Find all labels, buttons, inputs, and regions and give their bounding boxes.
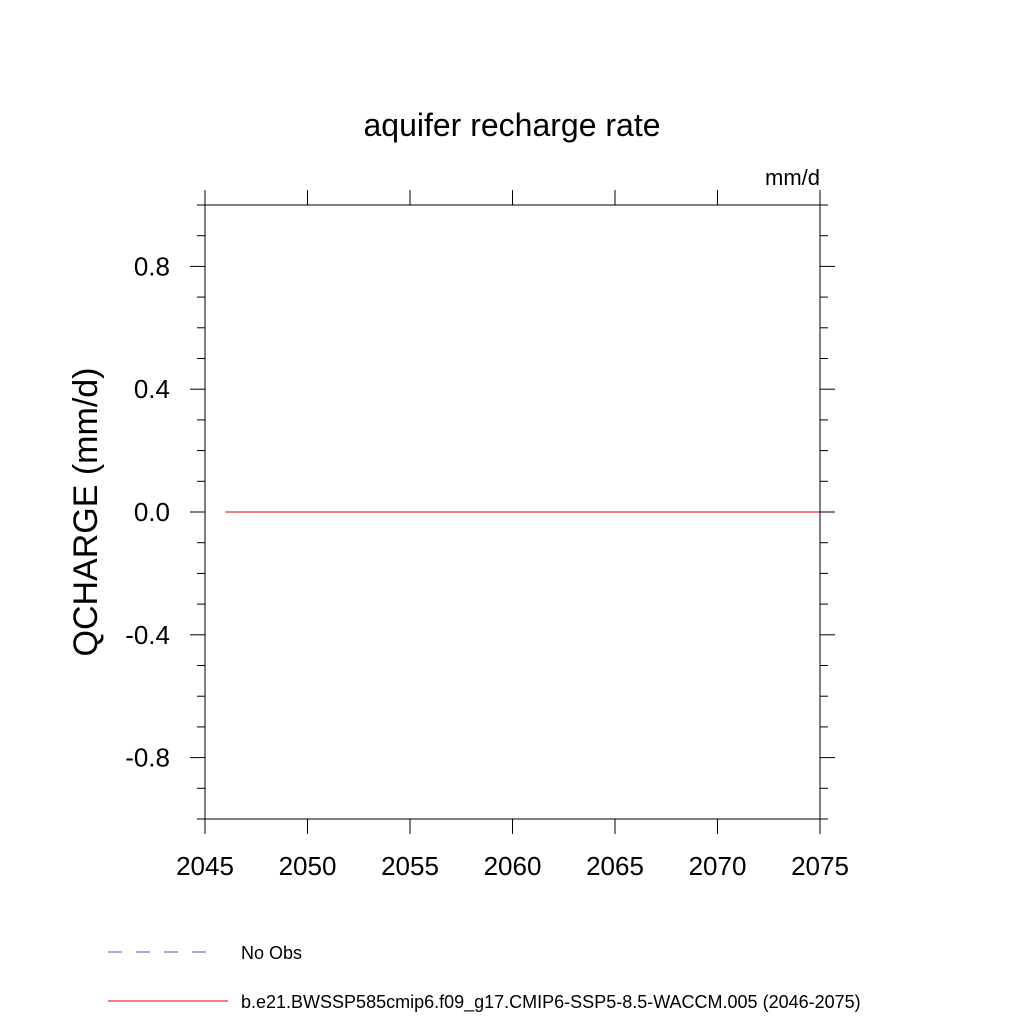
legend-label-0: No Obs <box>241 943 302 963</box>
chart-title: aquifer recharge rate <box>363 107 660 143</box>
x-tick-label: 2045 <box>176 851 234 881</box>
x-tick-label: 2065 <box>586 851 644 881</box>
plot-frame <box>204 204 821 820</box>
x-tick-label: 2050 <box>279 851 337 881</box>
y-axis-label: QCHARGE (mm/d) <box>67 368 105 657</box>
x-tick-label: 2055 <box>381 851 439 881</box>
y-tick-label: 0.0 <box>134 497 170 527</box>
x-tick-label: 2070 <box>689 851 747 881</box>
legend: No Obs b.e21.BWSSP585cmip6.f09_g17.CMIP6-… <box>108 943 861 1013</box>
axes: 2045 2050 2055 2060 2065 2070 2075 -0.8 -0.4 0.0 0… <box>125 190 849 881</box>
y-tick-label: -0.4 <box>125 620 170 650</box>
y-tick-label: 0.8 <box>134 251 170 281</box>
units-label: mm/d <box>765 165 820 190</box>
legend-label-1: b.e21.BWSSP585cmip6.f09_g17.CMIP6-SSP5-8… <box>241 992 861 1013</box>
y-tick-label: -0.8 <box>125 743 170 773</box>
y-tick-label: 0.4 <box>134 374 170 404</box>
x-tick-label: 2075 <box>791 851 849 881</box>
x-tick-label: 2060 <box>484 851 542 881</box>
